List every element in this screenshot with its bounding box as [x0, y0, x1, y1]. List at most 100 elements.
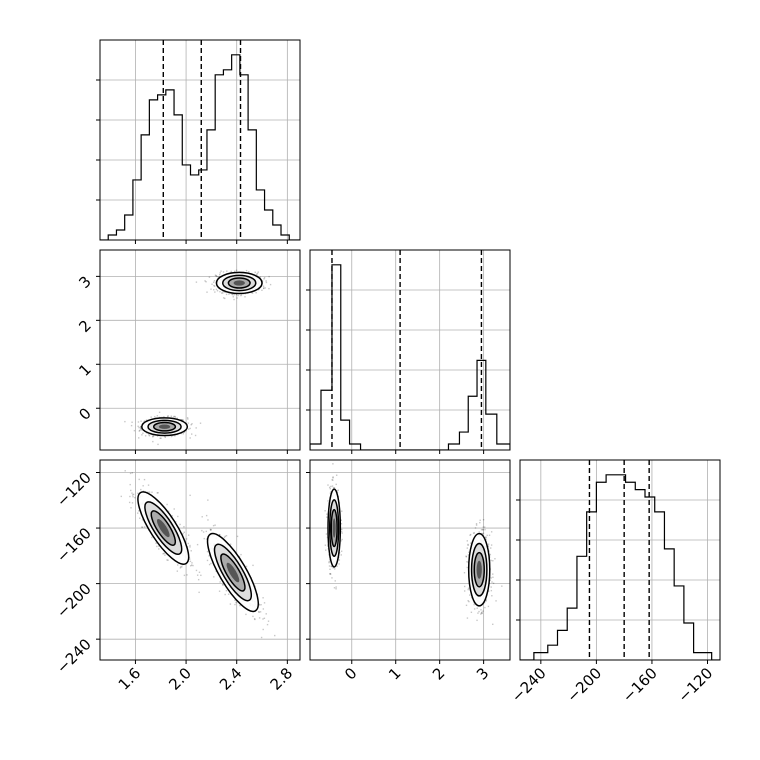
scatter-point [487, 590, 490, 592]
scatter-point [164, 435, 166, 438]
scatter-point [188, 428, 190, 430]
scatter-point [131, 502, 134, 504]
scatter-point [158, 545, 160, 547]
scatter-point [214, 291, 216, 293]
scatter-point [128, 501, 131, 504]
scatter-point [147, 484, 150, 486]
scatter-point [166, 559, 168, 561]
scatter-point [148, 491, 151, 493]
scatter-point [328, 560, 330, 563]
scatter-point [186, 574, 188, 576]
scatter-point [258, 603, 260, 605]
scatter-point [231, 293, 233, 295]
scatter-point [190, 424, 192, 426]
scatter-point [216, 290, 219, 292]
scatter-point [474, 527, 477, 529]
scatter-point [240, 294, 243, 296]
scatter-point [478, 531, 480, 533]
scatter-point [341, 532, 343, 534]
scatter-point [262, 618, 264, 620]
scatter-point [191, 423, 193, 425]
scatter-point [487, 545, 489, 547]
scatter-point [324, 544, 327, 546]
scatter-point [326, 513, 328, 515]
x-tick-label: −240 [508, 664, 550, 706]
scatter-point [233, 298, 235, 301]
scatter-point [183, 431, 185, 434]
scatter-point [494, 558, 496, 560]
scatter-point [245, 269, 248, 272]
panel-content-1-0 [100, 250, 300, 450]
scatter-points [124, 269, 272, 446]
scatter-point [138, 478, 140, 481]
scatter-point [485, 536, 487, 539]
scatter-point [338, 563, 340, 565]
y-tick-label: 2 [75, 316, 94, 335]
scatter-point [183, 526, 185, 528]
scatter-point [465, 604, 468, 607]
scatter-point [475, 524, 478, 526]
scatter-point [137, 425, 139, 428]
scatter-point [327, 484, 329, 486]
scatter-point [177, 515, 179, 518]
scatter-point [262, 628, 264, 631]
y-tick-label: −200 [53, 580, 95, 622]
scatter-point [143, 526, 146, 528]
scatter-point [234, 599, 236, 602]
panel-2-0: −240 −200 −160 −120 1.6 2.0 2.4 2.8 [53, 459, 301, 694]
scatter-point [467, 543, 469, 546]
scatter-point [152, 435, 154, 437]
scatter-point [262, 287, 265, 290]
scatter-point [476, 619, 478, 622]
scatter-point [265, 613, 267, 615]
panel-content-2-1 [310, 460, 510, 660]
scatter-point [173, 508, 175, 510]
scatter-point [482, 532, 485, 534]
scatter-point [225, 293, 228, 296]
scatter-point [189, 427, 191, 430]
scatter-point [332, 487, 335, 489]
scatter-point [124, 420, 126, 423]
scatter-point [482, 528, 484, 531]
panel-content-2-0 [100, 460, 300, 660]
scatter-point [466, 566, 468, 569]
scatter-point [483, 601, 486, 604]
scatter-point [466, 547, 469, 549]
scatter-point [138, 437, 140, 439]
scatter-point [225, 589, 228, 592]
scatter-point [194, 434, 197, 437]
x-tick-label: 2.0 [165, 664, 195, 694]
scatter-point [156, 492, 159, 494]
scatter-point [329, 572, 331, 575]
scatter-point [189, 546, 191, 548]
scatter-point [263, 276, 266, 279]
scatter-point [140, 488, 142, 491]
scatter-point [333, 486, 336, 489]
scatter-point [199, 422, 202, 424]
scatter-point [253, 618, 256, 620]
scatter-point [257, 271, 259, 273]
panel-0-0 [96, 39, 301, 244]
scatter-point [479, 519, 481, 521]
scatter-point [138, 430, 140, 432]
scatter-point [228, 293, 230, 295]
scatter-point [487, 545, 489, 548]
scatter-point [341, 510, 343, 512]
scatter-point [262, 597, 264, 599]
scatter-point [160, 437, 162, 439]
scatter-point [490, 586, 492, 588]
scatter-point [331, 565, 333, 568]
scatter-point [482, 529, 484, 531]
density-contour-1-3 [476, 560, 482, 579]
scatter-point [465, 556, 468, 558]
scatter-point [224, 593, 226, 596]
scatter-point [465, 555, 467, 557]
scatter-point [208, 563, 211, 566]
scatter-point [240, 294, 242, 297]
x-tick-label: 2.8 [267, 664, 297, 694]
scatter-point [183, 574, 186, 577]
scatter-point [335, 586, 337, 588]
scatter-point [467, 554, 470, 556]
scatter-point [209, 528, 212, 531]
panel-1-1 [306, 249, 511, 454]
